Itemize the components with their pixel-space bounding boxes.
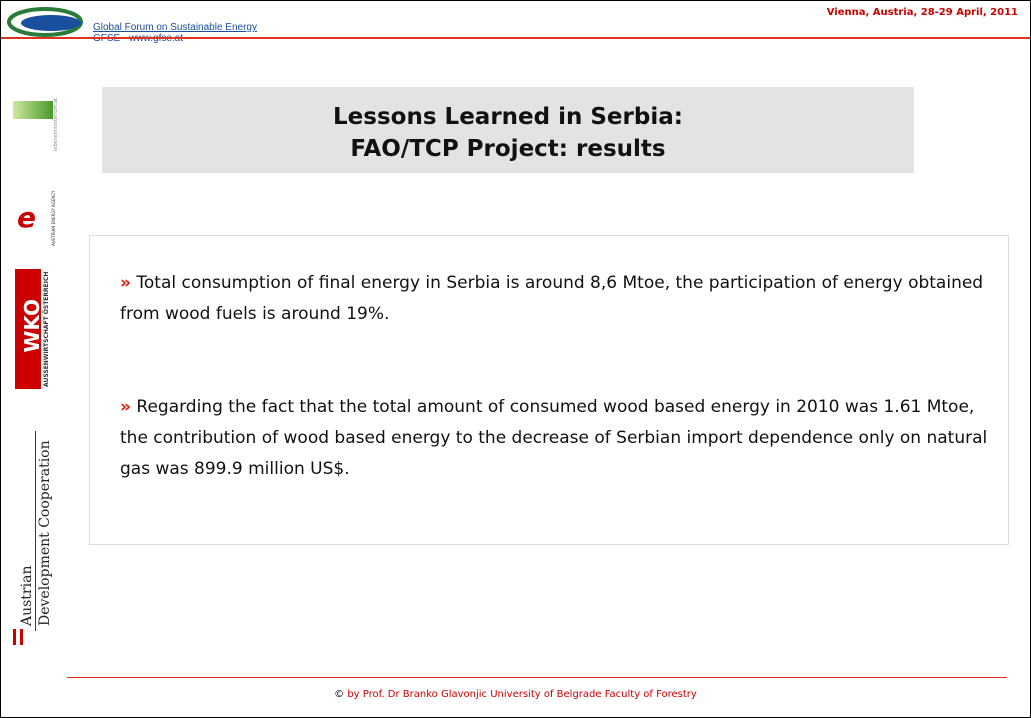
footer: © by Prof. Dr Branko Glavonjic Universit…	[334, 689, 697, 700]
title-box: Lessons Learned in Serbia: FAO/TCP Projec…	[102, 87, 914, 173]
leb-text: lebensministerium.at	[53, 97, 59, 151]
event: Vienna, Austria, 28-29 April, 2011	[826, 7, 1018, 18]
gfse-logo	[7, 7, 83, 37]
ea-logo: e	[17, 201, 36, 234]
wko-text: AUSSENWIRTSCHAFT ÖSTERREICH	[43, 271, 50, 387]
adc-line	[35, 431, 36, 631]
ea-text: AUSTRIAN ENERGY AGENCY	[51, 190, 56, 247]
adc-mark	[13, 629, 23, 645]
leb-logo	[13, 101, 53, 119]
header-text: Global Forum on Sustainable Energy GFSE …	[93, 22, 257, 44]
bullet: » Regarding the fact that the total amou…	[120, 397, 988, 479]
adc1: Austrian	[19, 565, 35, 626]
footer-rule	[67, 677, 1007, 678]
adc2: Development Cooperation	[37, 440, 53, 626]
bullet: » Total consumption of final energy in S…	[120, 273, 984, 324]
content-box: » Total consumption of final energy in S…	[89, 235, 1009, 545]
wko-logo: WKO	[15, 269, 44, 389]
header-rule	[1, 37, 1030, 39]
